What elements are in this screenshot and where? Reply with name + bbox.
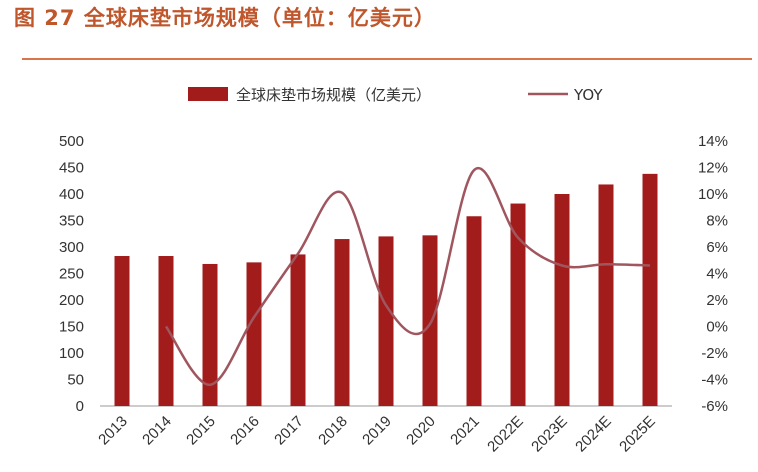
left-axis-tick-label: 450 <box>59 160 84 177</box>
right-axis-tick-label: 2% <box>706 292 728 309</box>
right-axis-tick-label: 8% <box>706 213 728 230</box>
x-axis-tick-label: 2016 <box>227 413 263 449</box>
bar-2022E <box>510 203 526 406</box>
bar-2015 <box>202 263 218 406</box>
left-axis-tick-label: 500 <box>59 133 84 150</box>
right-axis-tick-label: 14% <box>698 133 728 150</box>
x-axis-tick-label: 2017 <box>271 413 307 449</box>
left-axis-tick-label: 400 <box>59 186 84 203</box>
right-axis-tick-label: -2% <box>701 345 728 362</box>
yoy-line <box>164 166 651 387</box>
legend-bar-label: 全球床垫市场规模（亿美元） <box>236 86 431 104</box>
x-axis-tick-label: 2015 <box>183 413 219 449</box>
legend-line-label: YOY <box>573 86 603 104</box>
title-divider <box>22 58 752 60</box>
figure-title: 图 27 全球床垫市场规模（单位：亿美元） <box>14 2 436 32</box>
x-axis-tick-label: 2020 <box>403 413 439 449</box>
left-axis-tick-label: 200 <box>59 292 84 309</box>
x-axis-labels: 2013 2014 2015 2016 2017 2018 2019 2020 2021 2022… <box>95 413 659 456</box>
bar-2018 <box>334 239 350 406</box>
right-axis-tick-label: 4% <box>706 266 728 283</box>
bar-2016 <box>246 262 262 406</box>
x-axis-tick-label: 2023E <box>528 413 571 456</box>
bar-2023E <box>554 194 570 406</box>
left-axis-tick-label: 50 <box>67 372 84 389</box>
left-axis-tick-label: 0 <box>76 398 84 415</box>
legend-bar-swatch <box>188 87 228 101</box>
right-axis-tick-label: -6% <box>701 398 728 415</box>
bar-series <box>114 173 658 406</box>
right-axis-tick-label: 0% <box>706 319 728 336</box>
bar-2019 <box>378 236 394 406</box>
chart-legend: 全球床垫市场规模（亿美元） YOY <box>188 86 603 104</box>
bar-2021 <box>466 216 482 406</box>
x-axis-tick-label: 2025E <box>616 413 659 456</box>
yoy-series <box>164 166 651 387</box>
bar-2013 <box>114 256 130 406</box>
left-axis-tick-label: 250 <box>59 266 84 283</box>
right-axis-tick-label: 10% <box>698 186 728 203</box>
right-axis-tick-label: 12% <box>698 160 728 177</box>
left-axis-tick-label: 100 <box>59 345 84 362</box>
bar-2020 <box>422 235 438 406</box>
right-axis-tick-label: -4% <box>701 372 728 389</box>
x-axis-tick-label: 2013 <box>95 413 131 449</box>
figure-title-text: 全球床垫市场规模（单位：亿美元） <box>83 6 436 30</box>
left-axis-tick-label: 300 <box>59 239 84 256</box>
bar-2017 <box>290 254 306 406</box>
bar-2025E <box>642 173 658 406</box>
left-axis-tick-label: 350 <box>59 213 84 230</box>
chart-axes: 0 50 100 150 200 250 300 350 400 450 500 -6% -4% -2% 0… <box>59 133 728 415</box>
bar-2014 <box>158 256 174 406</box>
bar-2024E <box>598 184 614 406</box>
left-axis-tick-label: 150 <box>59 319 84 336</box>
x-axis-tick-label: 2014 <box>139 413 175 449</box>
figure-label: 图 27 <box>14 6 76 30</box>
right-axis-tick-label: 6% <box>706 239 728 256</box>
x-axis-tick-label: 2018 <box>315 413 351 449</box>
x-axis-tick-label: 2022E <box>484 413 527 456</box>
x-axis-tick-label: 2019 <box>359 413 395 449</box>
x-axis-tick-label: 2021 <box>447 413 483 449</box>
x-axis-tick-label: 2024E <box>572 413 615 456</box>
